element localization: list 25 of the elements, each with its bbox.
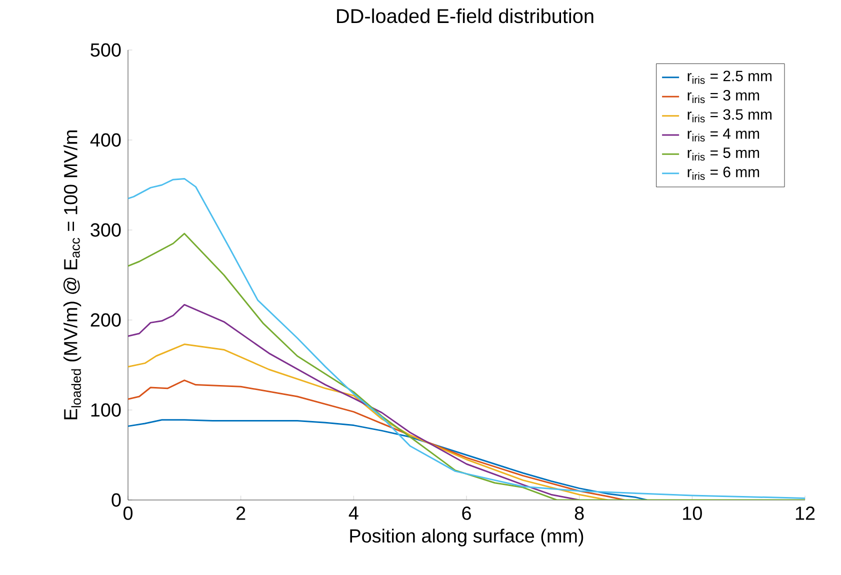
line-series — [128, 344, 608, 500]
legend-label: r$_{iris}$ = 5 mm — [688, 148, 760, 161]
x-axis-title: Position along surface (mm) — [350, 528, 584, 546]
y-tick-label: 400 — [90, 133, 121, 147]
legend-label: r$_{iris}$ = 3 mm — [688, 90, 760, 104]
legend-label: r$_{iris}$ = 2.5 mm — [688, 70, 772, 84]
y-tick-label: 0 — [112, 493, 121, 507]
x-tick-label: 0 — [123, 506, 133, 520]
y-tick-label: 300 — [90, 223, 121, 237]
x-tick-label: 12 — [796, 506, 815, 520]
line-series — [128, 304, 580, 500]
legend-label: r$_{iris}$ = 4 mm — [688, 128, 760, 142]
legend-label: r$_{iris}$ = 6 mm — [688, 166, 760, 180]
y-tick-label: 100 — [91, 403, 121, 417]
y-tick-label: 200 — [90, 313, 121, 327]
chart-title: DD-loaded E-field distribution — [337, 8, 594, 24]
x-tick-label: 8 — [574, 506, 584, 520]
x-tick-label: 4 — [348, 506, 358, 520]
y-axis-title: E$_{loaded}$ (MV/m) @ E$_{acc}$ = 100 MV/m — [63, 130, 82, 420]
x-tick-label: 2 — [236, 506, 246, 520]
x-tick-label: 10 — [683, 506, 702, 520]
x-tick-label: 6 — [462, 506, 471, 520]
y-tick-label: 500 — [90, 43, 121, 57]
legend-label: r$_{iris}$ = 3.5 mm — [688, 109, 772, 122]
line-series — [128, 380, 626, 500]
